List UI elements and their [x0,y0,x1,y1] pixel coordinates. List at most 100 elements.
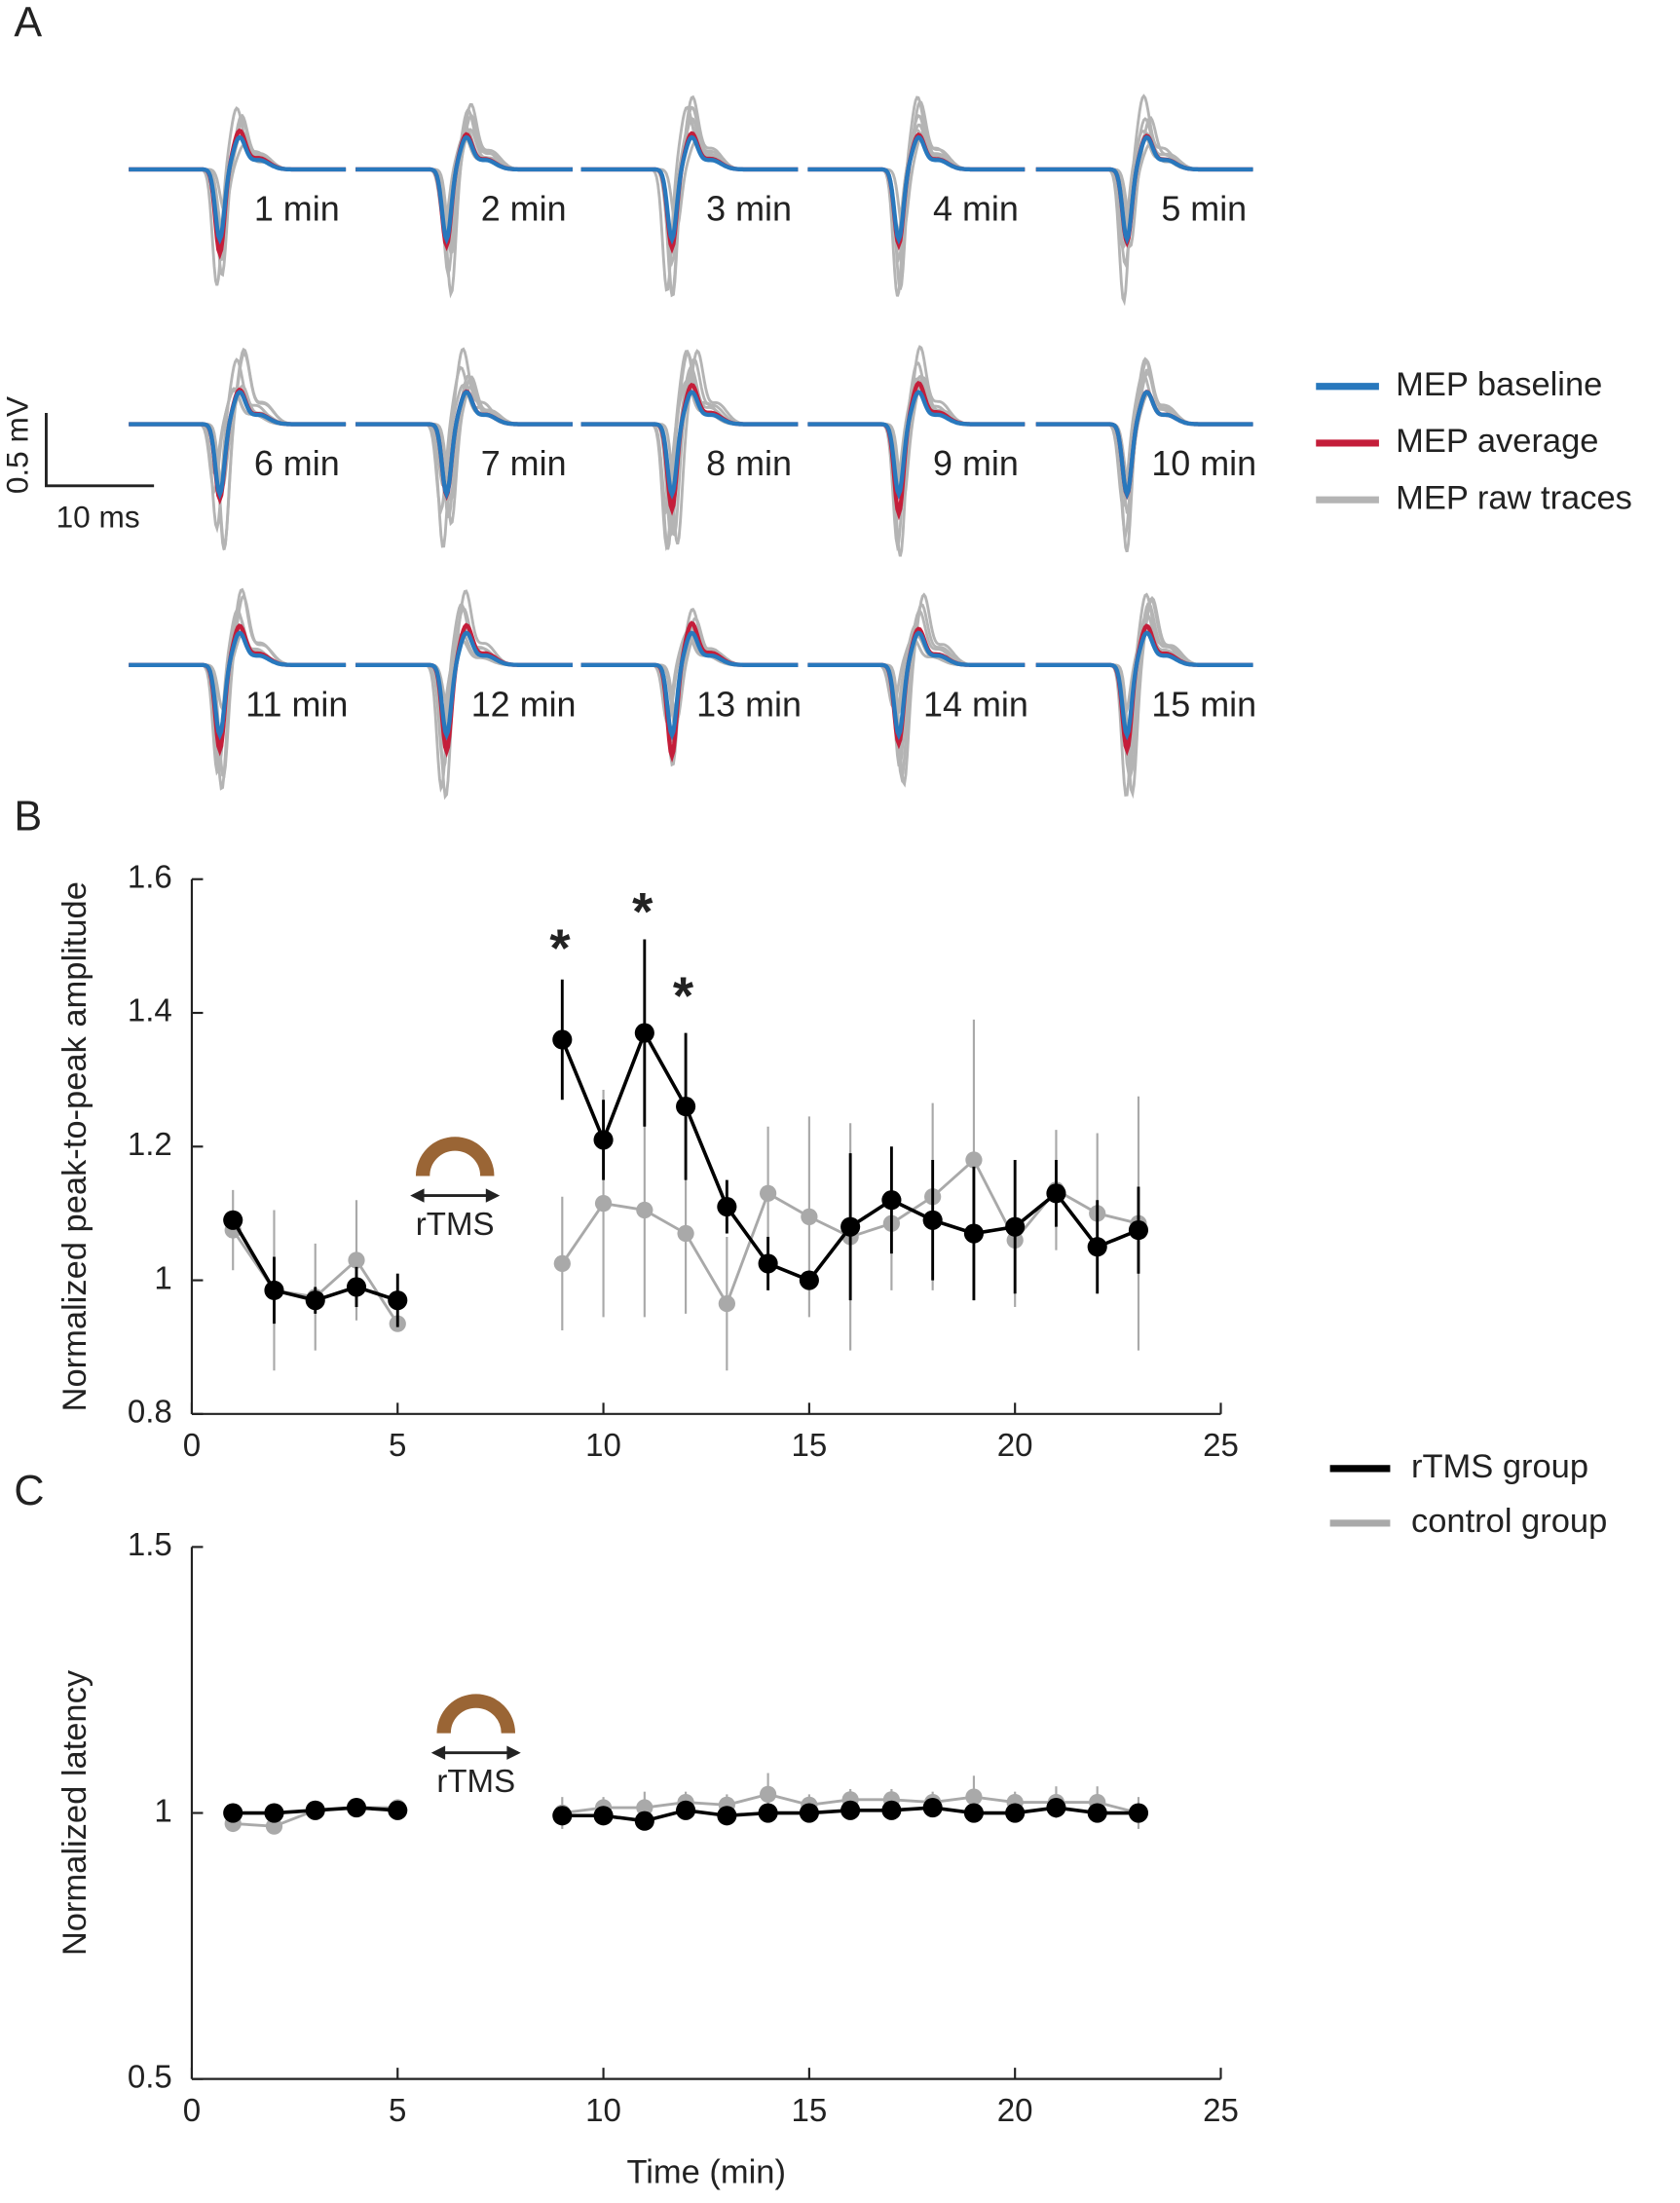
data-point [758,1803,778,1823]
y-axis-label: Normalized latency [56,1669,93,1956]
data-point [963,1803,984,1823]
data-point [552,1806,573,1826]
legend-label: MEP raw traces [1396,479,1632,516]
baseline-trace [1035,134,1253,245]
x-axis-label: Time (min) [626,2153,785,2190]
data-point [799,1803,819,1823]
data-point [634,1811,654,1831]
y-axis-label: Normalized peak-to-peak amplitude [56,881,93,1411]
data-point [223,1803,243,1823]
trace-label: 14 min [923,684,1028,724]
legend-label: MEP baseline [1396,366,1602,403]
rtms-coil-icon [436,1694,516,1735]
data-point [922,1797,943,1818]
trace-label: 4 min [933,189,1019,229]
data-point [677,1224,694,1243]
baseline-trace [129,390,347,500]
x-tick-label: 5 [389,2093,406,2129]
data-point [1046,1797,1066,1818]
data-point [717,1196,737,1217]
baseline-trace [807,390,1026,500]
data-point [676,1097,696,1117]
data-point [264,1803,284,1823]
data-point [881,1800,902,1820]
trace-label: 9 min [933,443,1019,483]
trace-label: 11 min [245,684,348,724]
y-tick-label: 1.2 [128,1127,172,1163]
data-point [1046,1183,1066,1204]
x-tick-label: 5 [389,1428,406,1464]
data-point [265,1817,283,1835]
data-point [388,1800,408,1820]
data-point [922,1210,943,1230]
baseline-trace [355,390,573,500]
data-point [594,1195,613,1213]
trace-label: 3 min [706,189,792,229]
data-point [223,1210,243,1230]
data-point [840,1800,861,1820]
x-tick-label: 0 [183,1428,201,1464]
scale-bar-y-label: 0.5 mV [0,396,35,494]
trace-label: 7 min [481,443,567,483]
data-point [593,1130,614,1150]
trace-label: 6 min [254,443,340,483]
data-point [593,1806,614,1826]
baseline-trace [129,134,347,245]
baseline-trace [1035,630,1253,741]
rtms-label: rTMS [416,1207,495,1243]
data-point [636,1799,653,1816]
trace-label: 5 min [1161,189,1247,229]
trace-label: 15 min [1151,684,1256,724]
data-point [799,1270,819,1290]
data-point [1087,1803,1107,1823]
x-tick-label: 25 [1203,2093,1239,2129]
scale-bar [45,413,155,488]
data-point [305,1800,325,1820]
y-tick-label: 0.5 [128,2059,172,2095]
data-point [1128,1220,1149,1241]
data-point [305,1290,325,1311]
baseline-trace [580,630,799,741]
trace-label: 13 min [696,684,802,724]
data-point [553,1254,571,1273]
panel-label: C [14,1468,44,1514]
data-point [801,1208,818,1225]
legend-label: control group [1411,1503,1607,1540]
scale-bar-x-label: 10 ms [56,500,140,535]
x-tick-label: 10 [585,1428,621,1464]
x-tick-label: 25 [1203,1428,1239,1464]
data-point [346,1277,367,1297]
data-point [388,1290,408,1311]
data-point [758,1253,778,1274]
baseline-trace [355,134,573,245]
rtms-coil-icon [415,1137,495,1176]
baseline-trace [129,630,347,741]
y-tick-label: 1 [154,1260,171,1296]
data-point [552,1029,573,1050]
data-point [1087,1237,1107,1257]
data-point [759,1184,777,1202]
data-point [759,1785,777,1804]
y-tick-label: 0.8 [128,1395,172,1431]
trace-label: 8 min [706,443,792,483]
significance-mark: * [549,918,571,978]
x-tick-label: 10 [585,2093,621,2129]
baseline-trace [355,630,573,741]
data-point [1128,1803,1149,1823]
trace-label: 10 min [1151,443,1256,483]
x-tick-label: 20 [997,1428,1033,1464]
x-tick-label: 15 [791,1428,827,1464]
data-point [676,1800,696,1820]
trace-label: 1 min [254,189,340,229]
y-tick-label: 1.6 [128,859,172,895]
baseline-trace [1035,390,1253,500]
baseline-trace [807,134,1026,245]
data-point [717,1806,737,1826]
x-tick-label: 15 [791,2093,827,2129]
baseline-trace [580,134,799,245]
data-point [718,1294,735,1313]
data-point [636,1201,653,1219]
data-point [1005,1216,1026,1237]
data-point [348,1251,365,1269]
data-point [881,1190,902,1211]
